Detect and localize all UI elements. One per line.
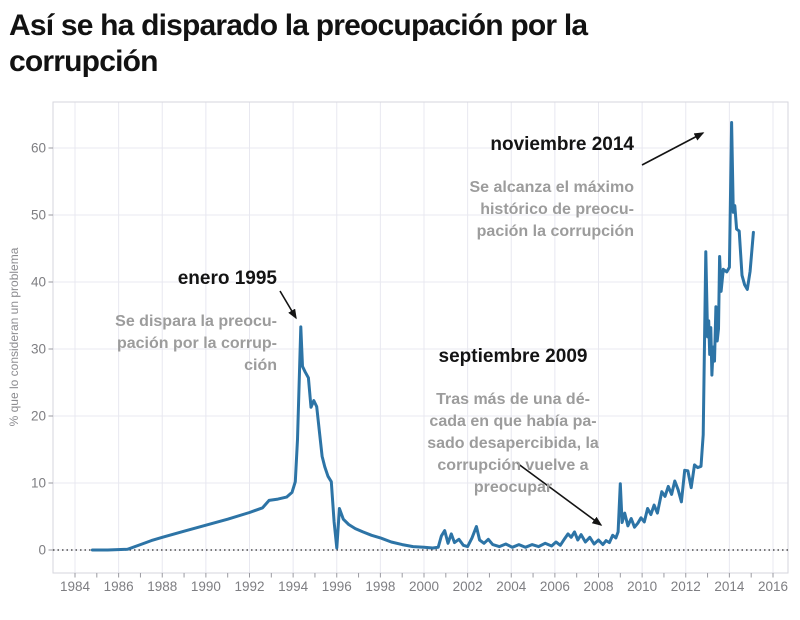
x-tick-label: 1984	[60, 579, 91, 594]
y-axis-title: % que lo consideran un problema	[7, 247, 21, 427]
arrow-septiembre-2009	[516, 462, 603, 526]
x-tick-label: 2014	[714, 579, 745, 594]
annotation-septiembre-2009: septiembre 2009 Tras más de una dé- cada…	[393, 328, 633, 517]
annotation-text: Se alcanza el máximo histórico de preocu…	[469, 178, 634, 240]
arrow-noviembre-2014	[641, 132, 705, 166]
annotation-enero-1995: enero 1995 Se dispara la preocu- pación …	[47, 250, 277, 395]
x-tick-label: 2010	[627, 579, 657, 594]
annotation-date: septiembre 2009	[438, 346, 588, 367]
data-line	[90, 121, 755, 552]
annotation-text: Tras más de una dé- cada en que había pa…	[427, 390, 599, 497]
arrow-enero-1995	[279, 290, 297, 320]
page-title: Así se ha disparado la preocupación por …	[9, 9, 588, 78]
x-tick-label: 1996	[322, 579, 352, 594]
y-tick-label: 10	[31, 476, 46, 491]
x-tick-label: 2008	[583, 579, 613, 594]
x-tick-label: 1990	[191, 579, 221, 594]
x-tick-label: 1988	[147, 579, 177, 594]
plot-border	[52, 101, 789, 574]
x-tick-label: 1992	[234, 579, 264, 594]
y-tick-label: 40	[31, 275, 46, 290]
x-tick-label: 2012	[671, 579, 701, 594]
annotation-text: Se dispara la preocu- pación por la corr…	[115, 312, 277, 374]
y-tick-label: 60	[31, 141, 46, 156]
x-tick-label: 2002	[453, 579, 483, 594]
y-tick-label: 50	[31, 208, 46, 223]
x-tick-label: 2004	[496, 579, 527, 594]
x-tick-label: 2000	[409, 579, 439, 594]
y-tick-label: 0	[38, 543, 46, 558]
annotation-date: noviembre 2014	[490, 134, 634, 155]
annotation-noviembre-2014: noviembre 2014 Se alcanza el máximo hist…	[404, 116, 634, 261]
axis-tick-labels: 1984 1986 1988 1990 1992 1994 1996 1998 2000 2002…	[31, 141, 788, 595]
y-tick-label: 20	[31, 409, 46, 424]
x-tick-label: 1998	[365, 579, 395, 594]
data-series	[90, 121, 755, 552]
x-tick-label: 1994	[278, 579, 309, 594]
x-tick-label: 2016	[758, 579, 788, 594]
x-tick-label: 2006	[540, 579, 570, 594]
y-tick-label: 30	[31, 342, 46, 357]
annotation-arrows	[279, 132, 705, 526]
x-tick-label: 1986	[104, 579, 134, 594]
annotation-date: enero 1995	[177, 268, 277, 289]
axis-ticks	[48, 147, 774, 578]
